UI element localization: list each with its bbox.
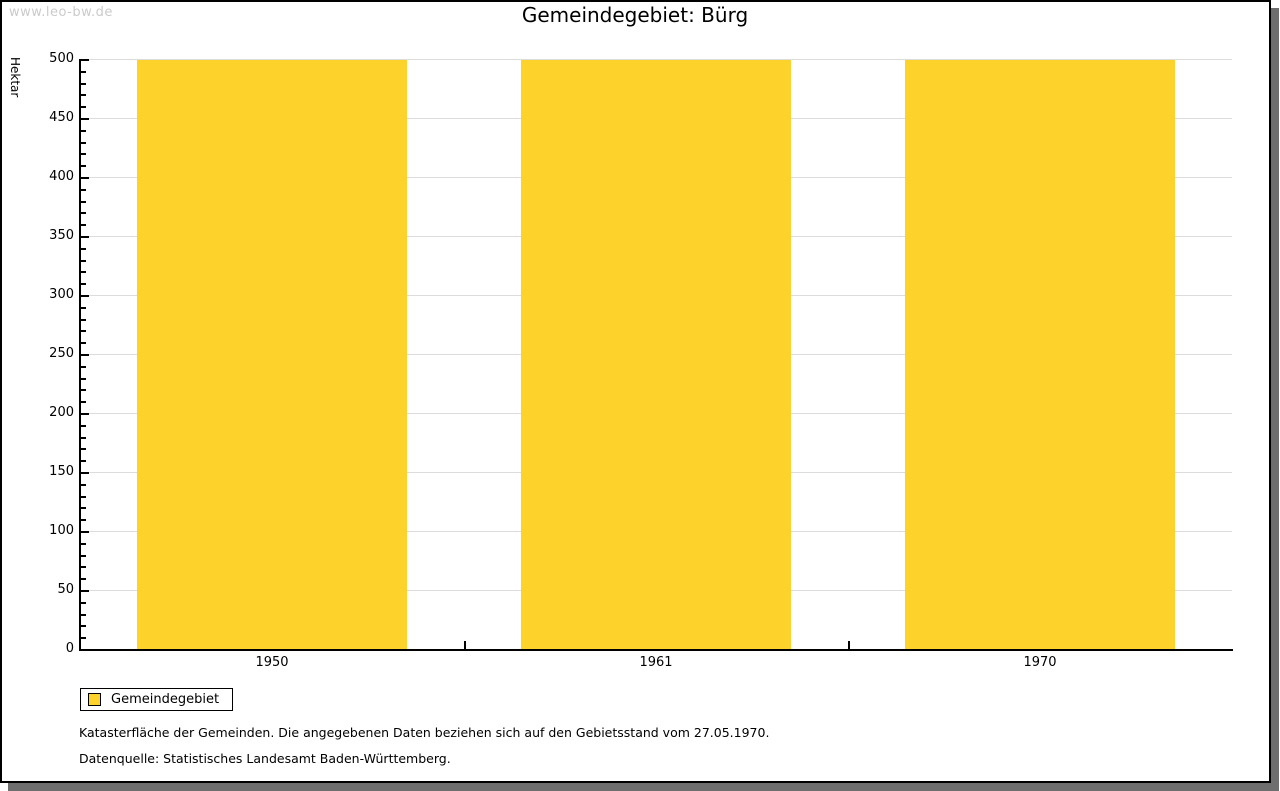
y-minor-tick	[81, 507, 86, 509]
y-minor-tick	[81, 106, 86, 108]
y-minor-tick	[81, 484, 86, 486]
chart-title: Gemeindegebiet: Bürg	[521, 3, 749, 27]
y-minor-tick	[81, 437, 86, 439]
y-minor-tick	[81, 83, 86, 85]
y-minor-tick	[81, 94, 86, 96]
y-minor-tick	[81, 248, 86, 250]
y-tick-label: 500	[49, 51, 74, 66]
y-minor-tick	[81, 307, 86, 309]
y-tick	[81, 413, 89, 415]
y-tick-label: 250	[49, 346, 74, 361]
legend-box: Gemeindegebiet	[80, 688, 234, 711]
y-tick	[81, 177, 89, 179]
y-minor-tick	[81, 366, 86, 368]
y-minor-tick	[81, 566, 86, 568]
y-minor-tick	[81, 224, 86, 226]
legend-swatch-gemeindegebiet	[88, 693, 101, 706]
y-tick-label: 100	[49, 523, 74, 538]
y-minor-tick	[81, 260, 86, 262]
y-tick	[81, 118, 89, 120]
y-minor-tick	[81, 142, 86, 144]
y-tick	[81, 472, 89, 474]
y-tick-label: 400	[49, 169, 74, 184]
y-gridline	[80, 59, 1232, 60]
y-tick	[81, 59, 89, 61]
y-tick	[81, 531, 89, 533]
x-boundary-tick	[464, 641, 466, 649]
y-minor-tick	[81, 165, 86, 167]
y-minor-tick	[81, 283, 86, 285]
y-minor-tick	[81, 460, 86, 462]
y-minor-tick	[81, 602, 86, 604]
y-tick-label: 350	[49, 228, 74, 243]
x-tick-label: 1950	[255, 655, 289, 670]
y-tick-label: 0	[65, 641, 74, 656]
y-minor-tick	[81, 543, 86, 545]
y-minor-tick	[81, 625, 86, 627]
y-tick	[81, 354, 89, 356]
x-axis	[79, 649, 1233, 651]
y-axis-label: Hektar	[8, 57, 22, 98]
y-minor-tick	[81, 330, 86, 332]
footnote-line-1: Katasterfläche der Gemeinden. Die angege…	[79, 725, 770, 740]
y-minor-tick	[81, 378, 86, 380]
bar-1970	[905, 60, 1175, 649]
y-minor-tick	[81, 212, 86, 214]
y-tick-label: 200	[49, 405, 74, 420]
y-minor-tick	[81, 614, 86, 616]
y-minor-tick	[81, 448, 86, 450]
y-minor-tick	[81, 389, 86, 391]
y-minor-tick	[81, 401, 86, 403]
bar-1961	[521, 60, 791, 649]
y-minor-tick	[81, 578, 86, 580]
x-boundary-tick	[848, 641, 850, 649]
y-tick-label: 300	[49, 287, 74, 302]
y-minor-tick	[81, 342, 86, 344]
y-tick	[81, 295, 89, 297]
y-minor-tick	[81, 130, 86, 132]
x-tick-label: 1970	[1023, 655, 1057, 670]
legend-label: Gemeindegebiet	[111, 692, 220, 707]
x-tick-label: 1961	[639, 655, 673, 670]
y-tick	[81, 590, 89, 592]
y-minor-tick	[81, 201, 86, 203]
y-minor-tick	[81, 555, 86, 557]
watermark: www.leo-bw.de	[9, 5, 113, 20]
y-minor-tick	[81, 71, 86, 73]
y-axis	[79, 59, 81, 651]
y-minor-tick	[81, 519, 86, 521]
footnote-line-2: Datenquelle: Statistisches Landesamt Bad…	[79, 751, 451, 766]
y-minor-tick	[81, 189, 86, 191]
y-minor-tick	[81, 153, 86, 155]
y-minor-tick	[81, 425, 86, 427]
bar-1950	[137, 60, 407, 649]
y-minor-tick	[81, 319, 86, 321]
y-tick	[81, 236, 89, 238]
y-minor-tick	[81, 496, 86, 498]
y-minor-tick	[81, 637, 86, 639]
y-minor-tick	[81, 271, 86, 273]
y-tick-label: 450	[49, 110, 74, 125]
y-tick-label: 50	[57, 582, 74, 597]
y-tick-label: 150	[49, 464, 74, 479]
